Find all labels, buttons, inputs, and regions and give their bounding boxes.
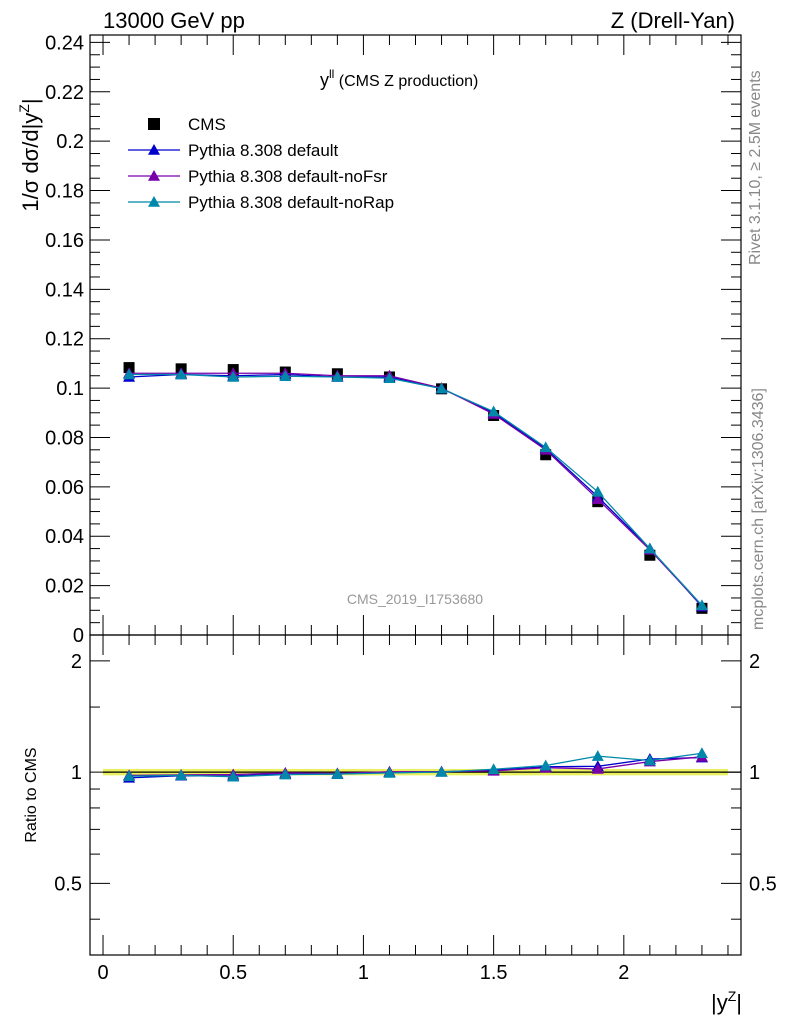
ratio-ytick-label: 1: [71, 762, 82, 784]
main-ytick-label: 0.2: [56, 131, 84, 153]
x-tick-label: 1.5: [480, 962, 508, 984]
mc-series-marker: [227, 370, 240, 382]
ratio-ytick-label: 0.5: [54, 873, 82, 895]
main-ytick-label: 0.16: [45, 230, 84, 252]
mc-series-marker: [487, 405, 500, 417]
header-right: Z (Drell-Yan): [611, 8, 735, 33]
ratio-ytick-label: 2: [71, 651, 82, 673]
legend-label: Pythia 8.308 default-noRap: [188, 193, 394, 212]
main-ylabel: 1/σ dσ/d|yZ|: [16, 98, 43, 211]
ratio-series-marker: [487, 763, 500, 775]
legend-marker-triangle: [148, 196, 160, 207]
mc-series-marker: [331, 370, 344, 382]
main-ytick-label: 0.04: [45, 526, 84, 548]
watermark: CMS_2019_I1753680: [347, 591, 483, 607]
ratio-series-marker: [331, 768, 344, 779]
mc-series-marker: [591, 485, 604, 497]
x-tick-label: 1: [358, 962, 369, 984]
main-ylabel-sup: Z: [16, 104, 32, 113]
x-tick-label: 0: [97, 962, 108, 984]
mc-series-marker: [279, 370, 292, 382]
x-tick-label: 2: [618, 962, 629, 984]
mc-series-marker: [643, 542, 656, 554]
ratio-ytick-label-right: 1: [749, 762, 760, 784]
x-tick-label: 0.5: [219, 962, 247, 984]
main-ytick-label: 0.18: [45, 181, 84, 203]
ratio-plot-area: [103, 747, 741, 783]
ratio-series-line: [129, 752, 703, 778]
legend-label: CMS: [188, 115, 226, 134]
ratio-axis-ticks: 0 0.5 1 1.5 2 0.5 0.5 1 1 2 2: [54, 635, 777, 984]
legend: CMS Pythia 8.308 default Pythia 8.308 defa…: [128, 115, 394, 212]
main-ytick-label: 0.12: [45, 329, 84, 351]
x-axis-label-text: |y: [711, 990, 728, 1015]
ratio-series-marker: [279, 768, 292, 780]
mc-series-marker: [383, 372, 396, 384]
ratio-series-marker: [435, 765, 448, 777]
main-title-rest: (CMS Z production): [334, 73, 478, 90]
main-title-base: y: [320, 70, 329, 90]
main-ytick-label: 0.24: [45, 32, 84, 54]
ratio-series-marker: [591, 762, 604, 774]
ratio-series-marker: [539, 759, 552, 771]
ratio-series-line: [129, 756, 702, 777]
mc-series-marker: [539, 441, 552, 453]
ratio-series-marker: [123, 770, 136, 781]
main-ytick-label: 0: [73, 625, 84, 647]
main-panel: 0 0.02 0.04 0.06 0.08 0.1 0.12 0.14 0.16 0.18 0.2 0…: [45, 32, 742, 647]
main-title: yll (CMS Z production): [320, 67, 478, 90]
main-ytick-label: 0.02: [45, 576, 84, 598]
main-ytick-label: 0.08: [45, 427, 84, 449]
legend-marker-triangle: [148, 170, 160, 181]
ratio-series-marker: [643, 754, 656, 766]
mc-series-line: [129, 373, 703, 608]
mcplots-label: mcplots.cern.ch [arXiv:1306.3436]: [750, 388, 767, 630]
ratio-series-marker: [227, 770, 240, 782]
x-axis-label-sup: Z: [728, 988, 737, 1004]
ratio-ytick-label-right: 2: [749, 651, 760, 673]
ratio-ytick-label-right: 0.5: [749, 873, 777, 895]
ratio-panel: 0 0.5 1 1.5 2 0.5 0.5 1 1 2 2: [54, 634, 777, 984]
cms-data-point: [644, 549, 656, 561]
ratio-series-marker: [383, 766, 396, 778]
legend-marker-triangle: [148, 144, 160, 155]
cms-data-point: [540, 449, 552, 461]
x-axis-label-end: |: [736, 990, 742, 1015]
mc-series-marker: [175, 368, 188, 380]
legend-marker-square: [148, 118, 160, 130]
mc-series-line: [129, 372, 703, 607]
main-ytick-label: 0.14: [45, 279, 84, 301]
legend-label: Pythia 8.308 default-noFsr: [188, 167, 388, 186]
ratio-series-marker: [175, 769, 188, 781]
main-ytick-label: 0.22: [45, 82, 84, 104]
main-ytick-label: 0.1: [56, 378, 84, 400]
mc-series-line: [129, 373, 703, 606]
main-axis-ticks: 0 0.02 0.04 0.06 0.08 0.1 0.12 0.14 0.16 0.18 0.2 0…: [45, 32, 741, 647]
ratio-series-marker: [695, 747, 708, 759]
x-axis-label: |yZ|: [711, 988, 742, 1015]
mc-series-marker: [591, 493, 604, 504]
ratio-ylabel: Ratio to CMS: [23, 747, 40, 842]
main-title-sup: ll: [329, 67, 334, 81]
legend-label: Pythia 8.308 default: [188, 141, 339, 160]
mc-series-marker: [123, 368, 136, 380]
rivet-label: Rivet 3.1.10, ≥ 2.5M events: [747, 70, 764, 265]
ratio-series-marker: [591, 750, 604, 761]
main-ytick-label: 0.06: [45, 477, 84, 499]
mc-series-marker: [435, 382, 448, 394]
ratio-frame: [89, 634, 742, 956]
main-ylabel-end: |: [18, 98, 43, 104]
main-plot-area: [123, 362, 708, 614]
main-ylabel-text: 1/σ dσ/d|y: [18, 113, 43, 212]
mc-series-marker: [695, 599, 708, 611]
header-left: 13000 GeV pp: [103, 8, 245, 33]
